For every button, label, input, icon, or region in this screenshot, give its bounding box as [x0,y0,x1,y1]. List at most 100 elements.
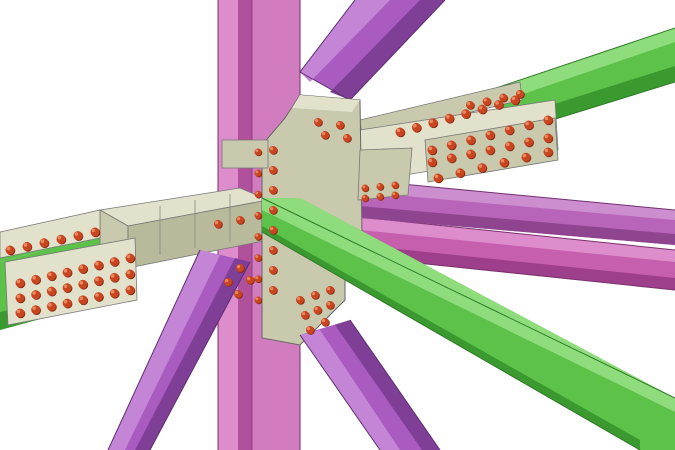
bolt [254,233,263,241]
bolt [433,173,444,184]
bolt [321,131,330,140]
bolt [336,121,345,130]
bolt [343,134,352,143]
bolt [56,234,67,245]
bolt [254,254,263,263]
bolt [254,169,263,178]
bolt [15,308,26,319]
bolt [455,168,466,179]
bolt [314,118,323,127]
bolt [461,109,472,120]
bolt [321,318,330,327]
bolt [543,133,554,144]
bolt [109,257,120,267]
brace-lower-right [299,319,441,450]
bolt [482,97,492,107]
bolt [254,296,263,305]
bolt [427,157,438,168]
bolt [485,145,496,156]
bolt [516,90,525,99]
bolt [22,241,33,252]
bolt [499,93,509,103]
bolt [524,137,534,148]
bolt [361,194,370,203]
bolt [485,130,496,141]
bolt [125,285,136,296]
bolt [494,100,504,110]
bolt [395,127,406,138]
bolt [254,148,263,157]
bolt [376,193,385,201]
right-purple-beam-lower [339,214,675,291]
bolt [269,146,278,155]
bolt [428,118,439,129]
bolt [427,145,438,156]
bolt [269,186,278,195]
bolt [62,267,73,278]
bolt [543,115,554,126]
bolt [411,122,422,133]
bolt [31,305,42,316]
bolt [125,269,136,280]
bolt [15,278,26,289]
bolt [543,147,554,158]
bolt [39,238,50,249]
bolt [301,311,310,320]
bolt [510,95,521,106]
bolt [466,101,475,110]
bolt [446,153,457,164]
right-purple-beam-upper [359,179,675,245]
bolt [376,183,385,191]
green-beam-center [261,197,675,450]
bolt [125,253,136,264]
bolt [62,283,73,294]
bolt [269,246,278,255]
bolt [46,271,57,282]
bolt [269,166,278,175]
bolt [313,306,323,315]
bolt [311,291,320,300]
bolt [269,286,278,295]
bolt [477,104,488,115]
bolt [78,279,89,290]
bolt [214,220,223,229]
bolt [73,231,84,241]
bolt [326,301,335,310]
bolt [504,141,515,152]
bolt [521,152,532,163]
bolt [269,206,278,215]
brace-lower-left [107,249,251,450]
bolt [254,190,263,199]
bolt [444,113,455,124]
bolt [62,298,73,309]
bolt [94,276,104,287]
brace-upper [299,0,446,101]
bolt [90,227,101,238]
bolt [306,326,315,335]
bolt [94,260,104,271]
bolt [499,157,510,168]
bolt [15,293,26,304]
bolt [5,245,16,256]
bolt [46,301,57,312]
bolt [224,278,233,287]
bolt [361,184,370,193]
bolt [46,286,57,297]
bolt [296,296,305,305]
bolt [326,286,335,295]
bolt [234,290,243,299]
bolt [269,266,278,275]
bolt [31,274,42,285]
left-beam-assembly [0,187,270,330]
bolt [109,288,120,299]
bolt [78,295,89,306]
bolt [236,216,245,225]
bolt [391,191,400,200]
bolt [391,181,400,190]
bolt [78,264,89,275]
bolt [504,125,515,136]
bolt [254,275,263,284]
bolt [466,135,476,146]
bolt [446,140,457,151]
